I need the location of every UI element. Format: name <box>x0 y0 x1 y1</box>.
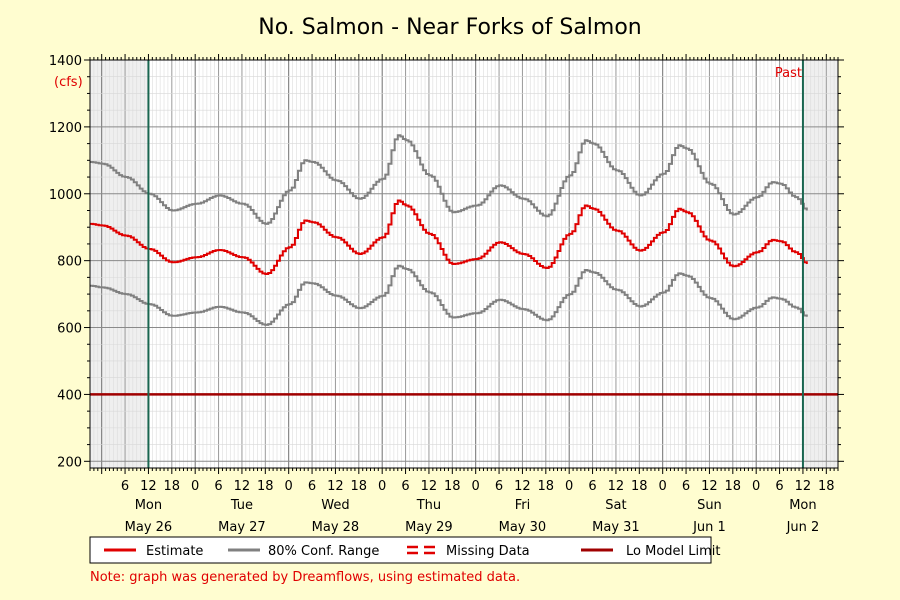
x-hour-tick-label: 12 <box>327 479 344 494</box>
x-hour-tick-label: 18 <box>538 479 555 494</box>
x-day-label: Tue <box>230 498 253 513</box>
x-hour-tick-label: 18 <box>351 479 368 494</box>
x-hour-tick-label: 0 <box>378 479 386 494</box>
x-date-label: May 26 <box>125 520 173 535</box>
x-hour-tick-label: 18 <box>257 479 274 494</box>
x-hour-tick-label: 6 <box>308 479 316 494</box>
x-date-label: May 28 <box>312 520 360 535</box>
x-hour-tick-label: 0 <box>565 479 573 494</box>
y-tick-label: 1400 <box>49 54 82 69</box>
x-hour-tick-label: 18 <box>444 479 461 494</box>
x-day-label: Wed <box>321 498 349 513</box>
past-label: Past <box>775 66 802 81</box>
x-hour-tick-label: 6 <box>401 479 409 494</box>
x-hour-tick-label: 12 <box>795 479 812 494</box>
x-hour-tick-label: 6 <box>495 479 503 494</box>
x-hour-tick-label: 0 <box>191 479 199 494</box>
x-date-label: May 29 <box>405 520 453 535</box>
x-hour-tick-label: 12 <box>514 479 531 494</box>
x-day-label: Sun <box>697 498 722 513</box>
y-tick-label: 600 <box>57 322 82 337</box>
x-date-label: May 30 <box>499 520 547 535</box>
legend-label: Missing Data <box>446 544 530 559</box>
y-tick-label: 1000 <box>49 188 82 203</box>
x-hour-tick-label: 12 <box>608 479 625 494</box>
x-day-label: Fri <box>515 498 531 513</box>
x-hour-tick-label: 18 <box>164 479 181 494</box>
x-day-label: Sat <box>605 498 626 513</box>
shaded-region-right <box>802 60 838 468</box>
legend-label: 80% Conf. Range <box>268 544 379 559</box>
y-tick-label: 200 <box>57 455 82 470</box>
legend: Estimate 80% Conf. Range Missing Data Lo Mo… <box>89 536 721 564</box>
x-day-label: Mon <box>789 498 816 513</box>
estimate-series-line <box>90 199 808 275</box>
x-hour-tick-label: 6 <box>121 479 129 494</box>
y-tick-label: 400 <box>57 388 82 403</box>
x-hour-tick-label: 12 <box>701 479 718 494</box>
shaded-region-left <box>90 60 149 468</box>
x-hour-tick-label: 6 <box>775 479 783 494</box>
legend-label: Lo Model Limit <box>626 544 721 559</box>
y-tick-label: 1200 <box>49 121 82 136</box>
y-tick-label: 800 <box>57 255 82 270</box>
y-axis-unit-label: (cfs) <box>54 75 83 90</box>
x-hour-tick-label: 0 <box>659 479 667 494</box>
chart-title: No. Salmon - Near Forks of Salmon <box>258 15 642 40</box>
x-hour-tick-label: 6 <box>588 479 596 494</box>
legend-label: Estimate <box>146 544 203 559</box>
x-hour-tick-label: 0 <box>752 479 760 494</box>
x-date-label: Jun 2 <box>786 520 820 535</box>
x-day-label: Mon <box>135 498 162 513</box>
x-hour-tick-label: 18 <box>631 479 648 494</box>
x-hour-tick-label: 18 <box>818 479 835 494</box>
conf-range-upper-line <box>90 134 808 225</box>
x-hour-tick-label: 6 <box>214 479 222 494</box>
conf-range-lower-line <box>90 264 808 326</box>
x-hour-tick-label: 12 <box>234 479 251 494</box>
x-hour-tick-label: 0 <box>472 479 480 494</box>
x-hour-tick-label: 12 <box>140 479 157 494</box>
x-hour-tick-label: 0 <box>285 479 293 494</box>
x-date-label: May 31 <box>592 520 640 535</box>
x-date-label: May 27 <box>218 520 266 535</box>
x-date-label: Jun 1 <box>692 520 726 535</box>
x-day-label: Thu <box>416 498 441 513</box>
x-hour-tick-label: 12 <box>421 479 438 494</box>
x-hour-tick-label: 18 <box>725 479 742 494</box>
x-hour-tick-label: 6 <box>682 479 690 494</box>
footnote: Note: graph was generated by Dreamflows,… <box>90 570 520 585</box>
